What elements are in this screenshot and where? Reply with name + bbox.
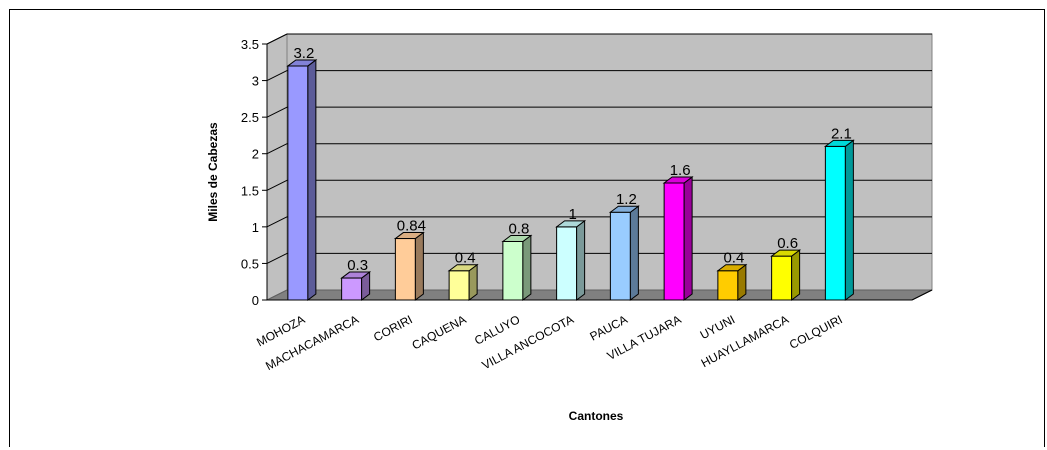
bar [823,139,855,301]
data-label: 0.84 [397,218,426,235]
bar-side [683,175,693,301]
x-axis-title: Cantones [569,409,624,423]
bar-front [502,240,524,301]
bar [447,263,479,301]
bar-front [771,255,793,301]
bar-top [501,234,533,242]
bar [662,175,694,301]
gridline-diagonal [266,143,288,155]
bar-top [770,249,802,257]
x-category-label: VILLA ANCOCOTA [480,312,576,372]
x-category-label: MACHACAMARCA [263,312,361,373]
data-label: 0.8 [508,220,529,237]
bar-side [414,231,424,301]
gridline-diagonal [266,33,288,45]
bar [716,263,748,301]
y-tick-label: 3.5 [241,37,259,52]
bar [340,271,372,301]
bar-side [576,219,586,301]
gridline-diagonal [266,216,288,228]
bar-top [555,220,587,228]
bar [608,205,640,301]
bar-top [662,176,694,184]
x-category-label: CORIRI [371,312,415,344]
bar-side [522,234,532,301]
x-category-label: CAQUENA [410,312,469,352]
data-label: 0.6 [777,235,798,252]
y-tick-label: 1.5 [241,183,259,198]
data-label: 3.2 [293,45,314,62]
gridline-diagonal [266,70,288,82]
y-axis: 0 0.5 1 1.5 2 2.5 3 3.5 [241,37,268,308]
bar-front [663,182,685,301]
data-label: 0.4 [455,250,476,267]
data-label: 2.1 [831,125,852,142]
data-labels: 3.2 0.3 0.84 0.4 0.8 1 1.2 1.6 0.4 0.6 2.1 [293,45,851,274]
gridline-diagonal [266,179,288,191]
x-category-label: COLQUIRI [787,312,845,352]
bar [555,219,587,301]
y-axis-title: Miles de Cabezas [206,122,220,222]
data-label: 1.2 [616,191,637,208]
bar-top [823,139,855,147]
bar-top [286,59,318,67]
bar-front [448,270,470,301]
bar-front [556,226,578,301]
bar [770,249,802,301]
bar-side [791,249,801,301]
bar-side [844,139,854,301]
data-label: 1.6 [670,162,691,179]
bar-front [824,145,846,301]
bar-front [609,211,631,301]
bar-front [717,270,739,301]
bar-front [287,65,309,301]
data-label: 1 [568,206,576,223]
bar-top [716,264,748,272]
bar-side [629,205,639,301]
bar [393,231,425,301]
y-tick-label: 1 [252,220,259,235]
bar-front [394,238,416,301]
y-tick-label: 0.5 [241,256,259,271]
x-axis-end [911,289,933,301]
y-tick-label: 2 [252,147,259,162]
x-category-label: UYUNI [698,312,738,342]
bar [501,234,533,301]
bar-top [393,232,425,240]
data-label: 0.3 [347,257,368,274]
side-wall [266,33,288,301]
bar-side [307,58,317,301]
y-tick-label: 3 [252,74,259,89]
bar-top [608,205,640,213]
bar-top [340,271,372,279]
bar [286,58,318,301]
x-category-label: PAUCA [587,312,629,343]
data-label: 0.4 [723,250,744,267]
gridlines [266,33,932,264]
bar-front [341,277,363,301]
y-tick-label: 2.5 [241,110,259,125]
bar-top [447,264,479,272]
gridline-diagonal [266,252,288,264]
y-tick-label: 0 [252,293,259,308]
gridline-diagonal [266,106,288,118]
